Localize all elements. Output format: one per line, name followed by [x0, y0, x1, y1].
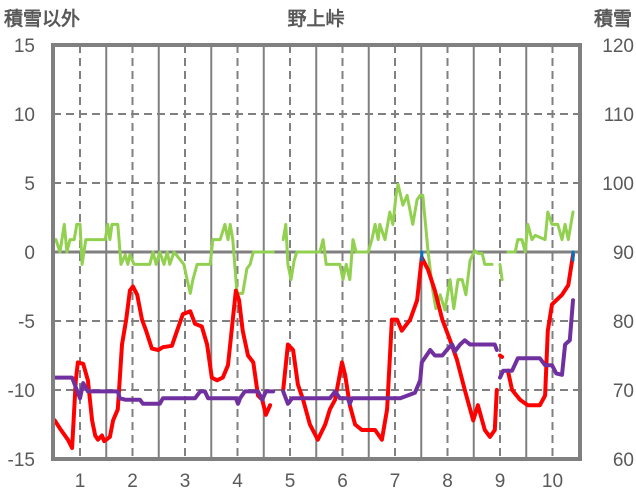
left-axis-label: 積雪以外 — [4, 7, 80, 30]
x-tick-label: 8 — [442, 471, 453, 492]
series-green-line — [506, 210, 575, 254]
series-red-line — [52, 284, 273, 450]
series-group — [51, 182, 575, 450]
x-tick-label: 10 — [542, 471, 563, 492]
series-red-line — [498, 353, 505, 359]
series-red-line — [505, 252, 575, 408]
series-purple-line — [51, 375, 276, 406]
right-tick-label: 70 — [613, 381, 634, 402]
series-purple-line — [281, 338, 499, 406]
x-tick-label: 5 — [285, 471, 296, 492]
tick-labels: 15 10 5 0 -5 -10 -15 120 110 100 90 80 70 60 1 2 3 4 5 6 7 8 9… — [8, 36, 634, 492]
right-tick-label: 60 — [613, 450, 634, 471]
right-tick-label: 120 — [602, 36, 634, 57]
x-tick-label: 1 — [75, 471, 86, 492]
left-tick-label: -5 — [18, 312, 35, 333]
left-tick-label: -15 — [8, 450, 35, 471]
x-tick-label: 4 — [232, 471, 243, 492]
right-axis-label: 積雪 — [594, 7, 632, 30]
left-tick-label: 0 — [24, 243, 35, 264]
left-tick-label: 5 — [24, 174, 35, 195]
series-red-line — [281, 255, 499, 442]
right-tick-label: 100 — [602, 174, 634, 195]
x-tick-label: 9 — [495, 471, 506, 492]
chart-title: 野上峠 — [287, 8, 344, 30]
x-tick-label: 7 — [390, 471, 401, 492]
series-green-line — [54, 222, 275, 295]
x-tick-label: 3 — [180, 471, 191, 492]
left-tick-label: 15 — [14, 36, 35, 57]
left-tick-label: -10 — [8, 381, 35, 402]
right-tick-label: 80 — [613, 312, 634, 333]
left-tick-label: 10 — [14, 105, 35, 126]
series-green-line — [281, 182, 494, 312]
x-tick-label: 6 — [337, 471, 348, 492]
right-tick-label: 90 — [613, 243, 634, 264]
series-green-line — [498, 262, 504, 282]
right-tick-label: 110 — [604, 105, 634, 126]
series-purple-line — [498, 298, 575, 380]
plot-frame — [51, 43, 582, 461]
x-tick-label: 2 — [127, 471, 138, 492]
